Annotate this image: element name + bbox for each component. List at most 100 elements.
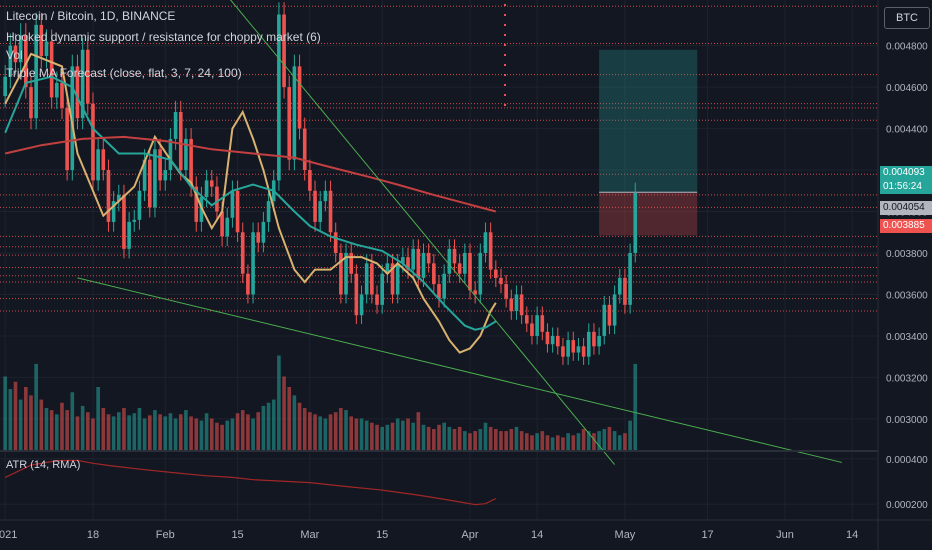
volume-bar: [39, 399, 44, 450]
volume-bar: [442, 422, 446, 450]
volume-bar: [158, 414, 162, 450]
volume-bar: [44, 408, 49, 450]
volume-bar: [524, 433, 529, 450]
currency-button[interactable]: BTC: [884, 7, 930, 29]
candle-body: [395, 263, 400, 295]
volume-bar: [509, 429, 514, 450]
candle-body: [432, 263, 436, 285]
candle-body: [85, 49, 90, 104]
candle-body: [447, 248, 452, 274]
candle-body: [313, 190, 317, 222]
volume-bar: [65, 410, 69, 450]
candle-body: [524, 315, 529, 324]
time-tick-label: Apr: [461, 529, 478, 541]
time-tick-label: May: [615, 529, 636, 541]
volume-bar: [457, 426, 462, 450]
candle-body: [333, 232, 338, 253]
candle-body: [261, 221, 266, 243]
volume-bar: [411, 422, 415, 450]
volume-bar: [277, 355, 281, 450]
volume-bar: [468, 433, 472, 450]
volume-bar: [13, 381, 18, 450]
volume-bar: [339, 408, 343, 450]
candle-body: [292, 66, 297, 160]
candle-body: [586, 331, 591, 357]
volume-bar: [576, 433, 581, 450]
volume-bar: [60, 402, 64, 450]
volume-bar: [623, 433, 627, 450]
volume-bar: [597, 431, 601, 450]
volume-bar: [349, 416, 354, 450]
volume-bar: [261, 405, 266, 450]
candle-body: [49, 41, 54, 98]
volume-bar: [364, 420, 369, 450]
volume-bar: [220, 424, 224, 450]
candle-body: [566, 340, 570, 357]
volume-bar: [168, 413, 173, 450]
candle-body: [168, 138, 173, 171]
candle-body: [401, 257, 405, 264]
position-profit-zone: [599, 49, 698, 193]
volume-bar: [416, 412, 421, 450]
candle-body: [530, 323, 534, 336]
volume-bar: [612, 431, 617, 450]
indicator-legend-hooked[interactable]: Hooked dynamic support / resistance for …: [6, 30, 321, 44]
candle-body: [96, 149, 100, 181]
time-tick-label: 14: [531, 529, 543, 541]
candle-body: [116, 194, 121, 202]
candle-body: [75, 66, 80, 119]
volume-bar: [432, 429, 436, 450]
indicator-legend-vol[interactable]: Vol: [6, 48, 23, 62]
candle-body: [633, 192, 638, 253]
candle-body: [60, 82, 64, 108]
candle-body: [266, 201, 271, 222]
candle-body: [65, 107, 69, 171]
candle-body: [581, 346, 586, 357]
volume-bar: [199, 420, 204, 450]
candle-body: [209, 180, 214, 187]
volume-bar: [550, 437, 555, 450]
candle-body: [147, 159, 152, 208]
candle-body: [499, 277, 503, 285]
candle-body: [153, 149, 157, 208]
volume-bar: [230, 418, 235, 450]
volume-bar: [3, 376, 7, 450]
candle-body: [442, 273, 446, 299]
candle-body: [364, 263, 369, 295]
price-tick-label: 0.003200: [886, 373, 928, 384]
atr-pane: [4, 459, 497, 506]
volume-bar: [328, 414, 333, 450]
volume-bar: [494, 429, 498, 450]
candle-body: [602, 304, 607, 336]
candle-body: [323, 190, 328, 202]
volume-bar: [607, 426, 612, 450]
volume-bar: [447, 426, 452, 450]
time-axis[interactable]: 2021 18 Feb 15 Mar 15 Apr 14 May 17 Jun 14: [0, 529, 858, 541]
volume-bar: [122, 408, 126, 450]
candle-body: [318, 201, 323, 222]
volume-bar: [34, 363, 38, 450]
volume-bar: [333, 412, 338, 450]
candle-body: [421, 252, 426, 278]
trendline-1: [229, 0, 615, 465]
candle-body: [411, 248, 415, 270]
atr-legend[interactable]: ATR (14, RMA): [6, 459, 81, 471]
candle-body: [225, 217, 230, 237]
price-tick-label: 0.003600: [886, 290, 928, 301]
indicator-legend-triple-ma[interactable]: Triple MA Forecast (close, flat, 3, 7, 2…: [6, 66, 242, 80]
price-tick-label: 0.003800: [886, 249, 928, 260]
trendlines[interactable]: [77, 0, 842, 465]
candle-body: [101, 149, 106, 171]
volume-bar: [111, 416, 116, 450]
volume-bar: [127, 415, 131, 450]
candle-body: [473, 290, 477, 295]
candle-body: [163, 170, 168, 181]
candle-body: [535, 315, 539, 336]
position-box[interactable]: [599, 49, 698, 236]
candle-body: [623, 277, 627, 305]
symbol-title[interactable]: Litecoin / Bitcoin, 1D, BINANCE: [6, 9, 176, 23]
time-tick-label: 18: [87, 529, 99, 541]
volume-bar: [132, 413, 137, 450]
